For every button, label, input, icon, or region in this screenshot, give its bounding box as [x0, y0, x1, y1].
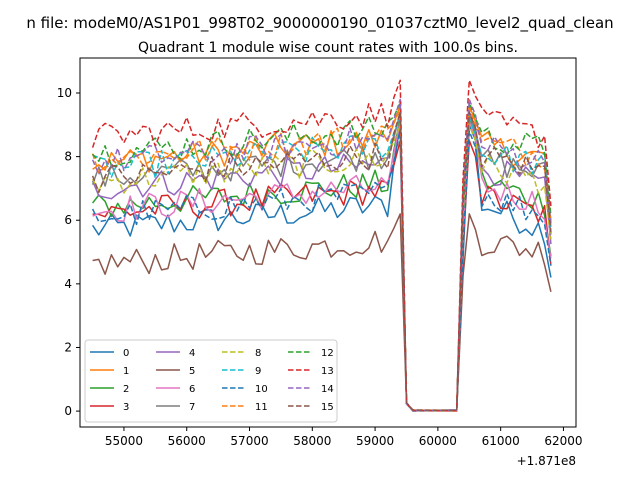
- legend-label-5: 5: [189, 366, 195, 377]
- series-layer: [91, 79, 552, 412]
- y-axis: 0 2 4 6 8 10: [57, 86, 80, 418]
- legend-label-7: 7: [189, 402, 195, 413]
- x-tick-label-58000: 58000: [293, 434, 331, 448]
- x-tick-label-57000: 57000: [230, 434, 268, 448]
- x-tick-label-62000: 62000: [544, 434, 582, 448]
- figure-suptitle: n file: modeM0/AS1P01_998T02_9000000190_…: [26, 14, 613, 33]
- legend-label-9: 9: [255, 366, 261, 377]
- plot-frame: [79, 57, 577, 428]
- legend-label-13: 13: [321, 366, 334, 377]
- y-tick-label-2: 2: [64, 340, 72, 354]
- y-tick-label-0: 0: [64, 404, 72, 418]
- legend-label-12: 12: [321, 348, 334, 359]
- series-line-1: [92, 104, 552, 411]
- x-tick-label-59000: 59000: [356, 434, 394, 448]
- legend-label-8: 8: [255, 348, 261, 359]
- y-tick-label-6: 6: [64, 213, 72, 227]
- x-tick-label-55000: 55000: [105, 434, 143, 448]
- x-offset-label: +1.871e8: [517, 454, 576, 468]
- series-line-14: [91, 98, 552, 412]
- series-line-7: [91, 114, 552, 412]
- series-line-12: [92, 101, 552, 412]
- legend-label-11: 11: [255, 402, 268, 413]
- x-tick-label-56000: 56000: [168, 434, 206, 448]
- x-axis: 55000 56000 57000 58000 59000 60000 61000 62000: [105, 427, 583, 448]
- legend-label-3: 3: [123, 402, 129, 413]
- legend-frame: [84, 339, 338, 423]
- legend-label-4: 4: [189, 348, 195, 359]
- y-tick-label-8: 8: [64, 150, 72, 164]
- x-tick-label-60000: 60000: [419, 434, 457, 448]
- series-line-15: [91, 111, 552, 412]
- series-line-13: [91, 79, 552, 412]
- legend-label-15: 15: [321, 402, 334, 413]
- series-line-5: [92, 213, 552, 412]
- series-line-9: [92, 117, 552, 412]
- legend-label-0: 0: [123, 348, 129, 359]
- legend-label-14: 14: [321, 384, 334, 395]
- y-tick-label-10: 10: [57, 86, 72, 100]
- legend-label-1: 1: [123, 366, 129, 377]
- legend-label-6: 6: [189, 384, 195, 395]
- x-tick-label-61000: 61000: [482, 434, 520, 448]
- series-line-3: [92, 139, 552, 412]
- y-tick-label-4: 4: [64, 277, 72, 291]
- series-line-10: [91, 130, 552, 412]
- legend-label-2: 2: [123, 384, 129, 395]
- legend-label-10: 10: [255, 384, 268, 395]
- chart-title: Quadrant 1 module wise count rates with …: [138, 40, 518, 56]
